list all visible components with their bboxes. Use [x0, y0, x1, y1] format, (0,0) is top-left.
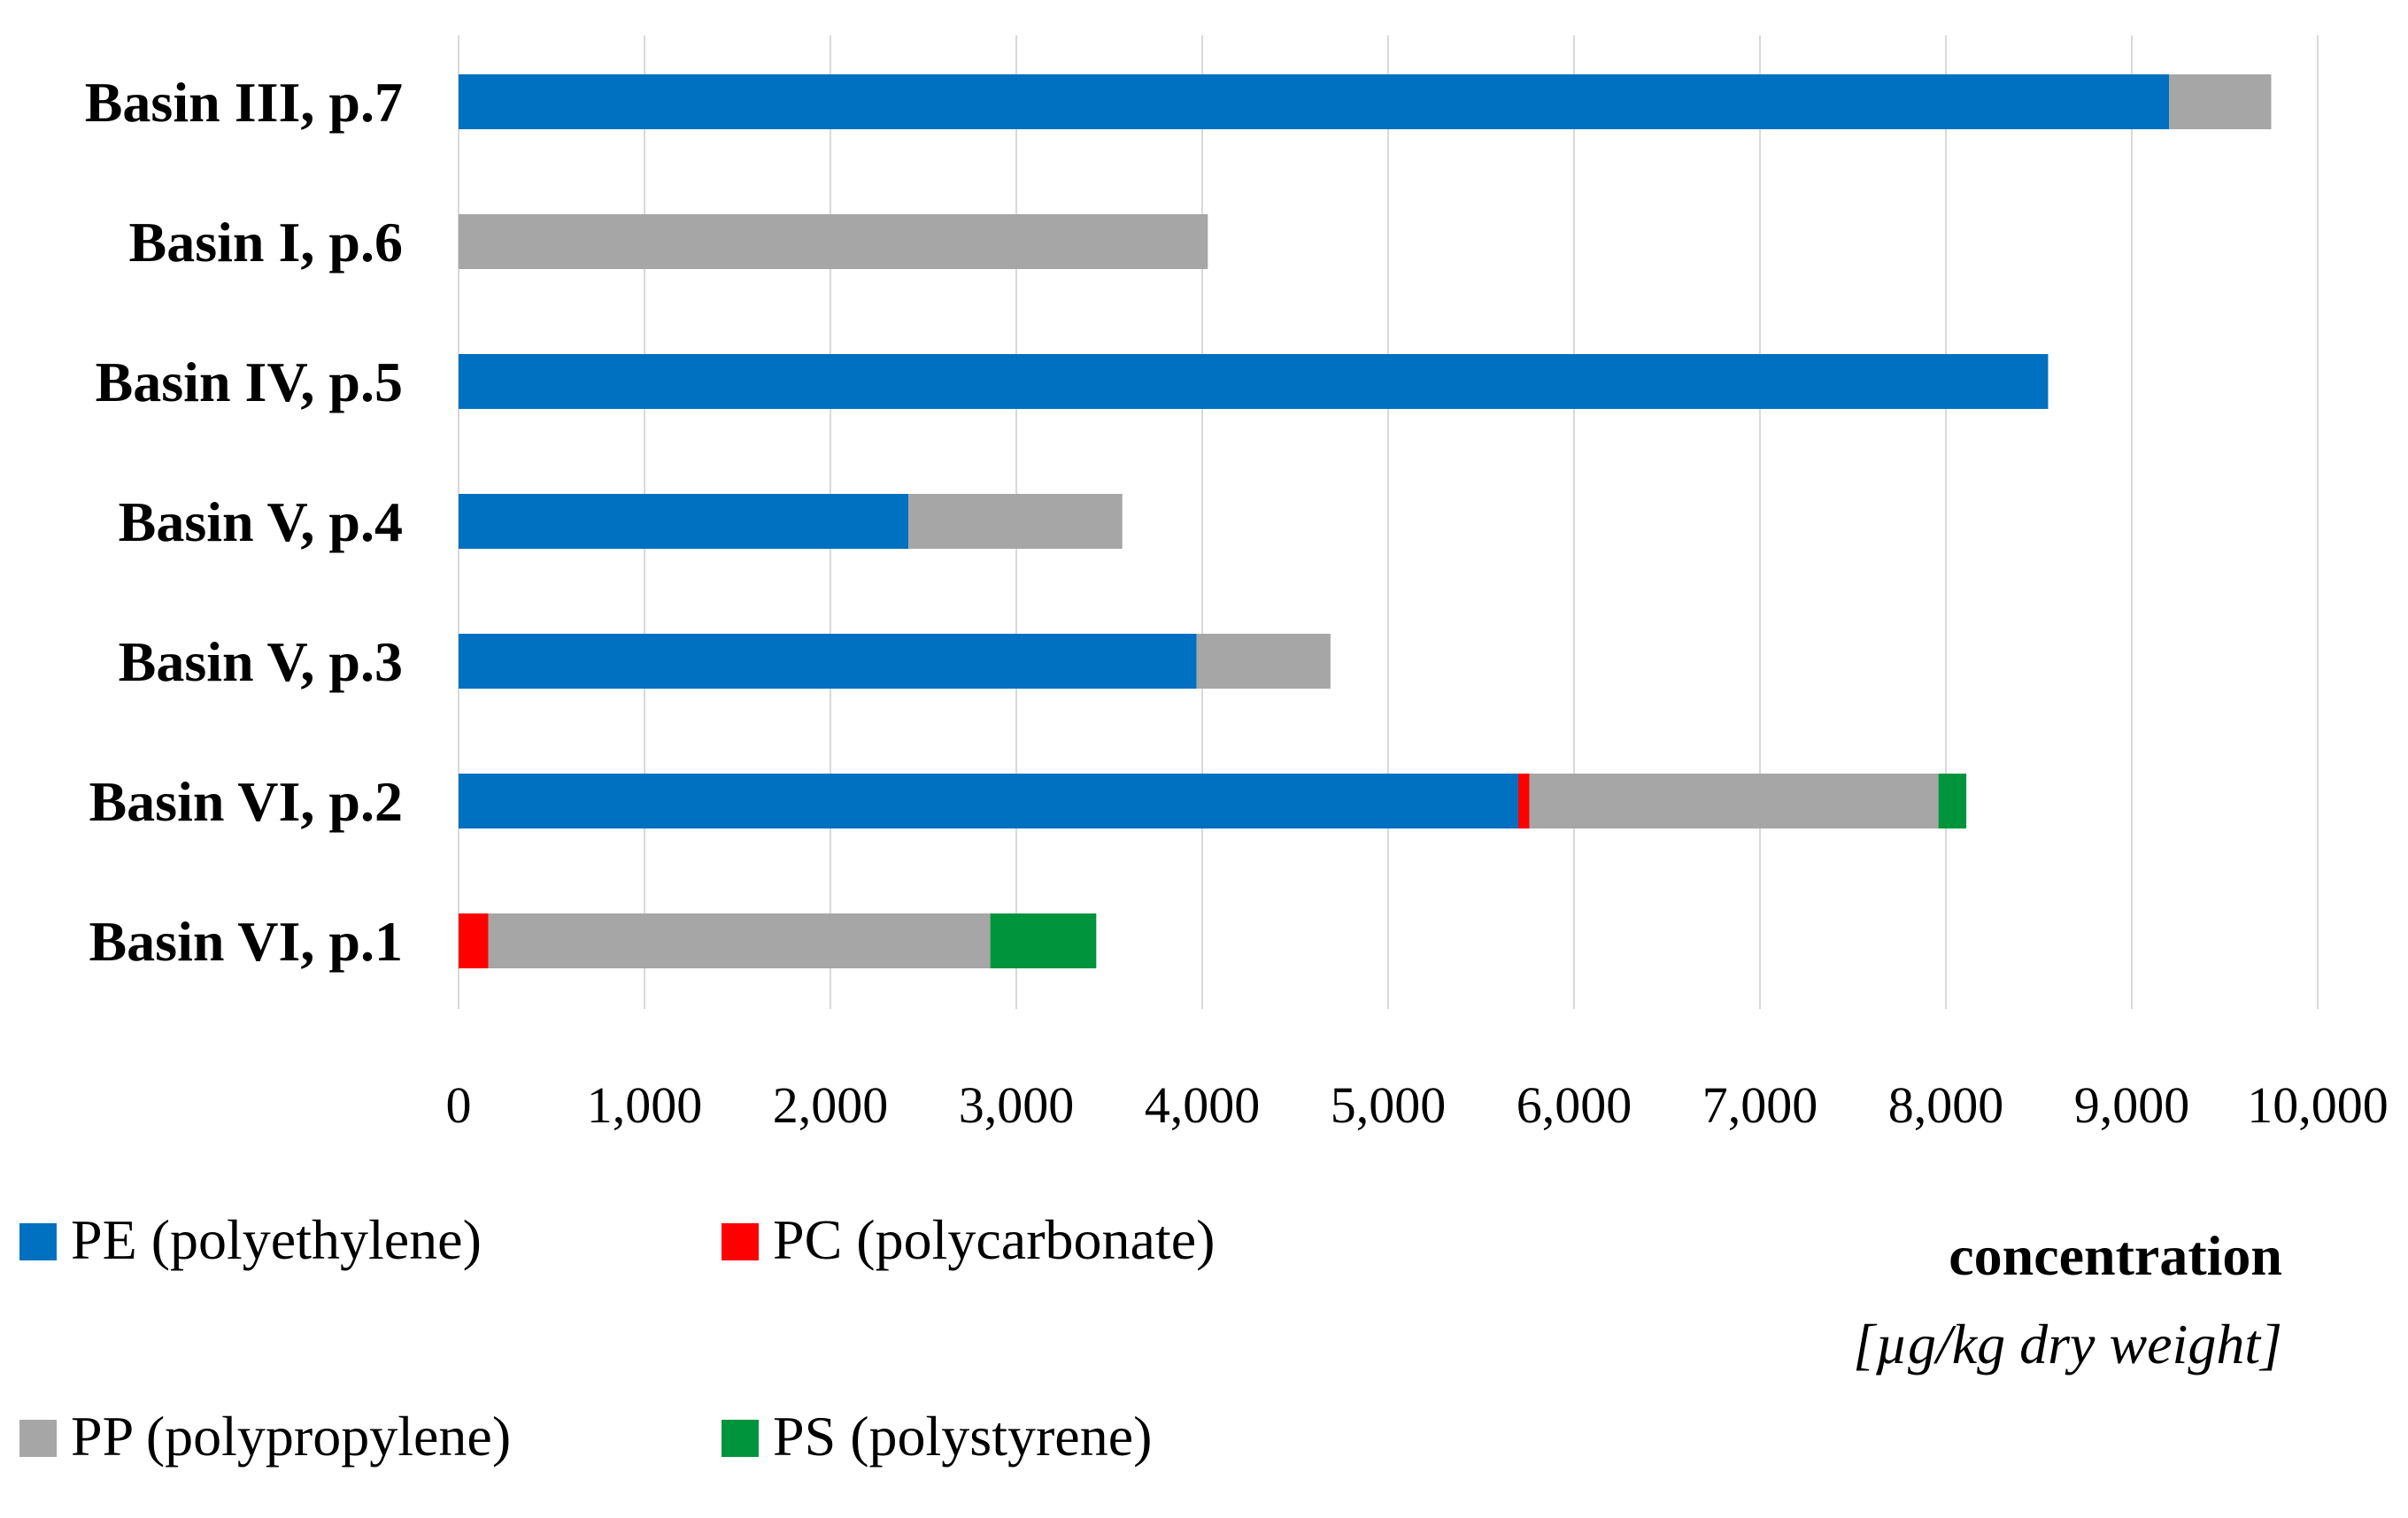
legend-label-1: PC (polycarbonate): [773, 1208, 1215, 1271]
bar-segment-pe-5: [459, 774, 1518, 828]
x-tick-label-5: 5,000: [1331, 1076, 1447, 1134]
category-label-4: Basin V, p.3: [119, 630, 403, 693]
bar-segment-pc-5: [1518, 774, 1530, 828]
bar-segment-pp-6: [488, 913, 991, 968]
category-label-5: Basin VI, p.2: [89, 770, 403, 833]
category-label-0: Basin III, p.7: [85, 71, 403, 134]
x-tick-labels: 0 1,000 2,000 3,000 4,000 5,000 6,000 7,000 8,00…: [446, 1076, 2389, 1134]
legend-swatch-2: [19, 1420, 57, 1457]
legend-label-2: PP (polypropylene): [71, 1405, 511, 1468]
x-tick-label-3: 3,000: [959, 1076, 1075, 1134]
x-tick-label-0: 0: [446, 1076, 472, 1134]
category-label-6: Basin VI, p.1: [89, 910, 403, 973]
x-tick-label-4: 4,000: [1145, 1076, 1261, 1134]
grid-lines: [458, 35, 2319, 1009]
bar-segment-pe-2: [459, 354, 2049, 409]
bar-segment-ps-6: [990, 913, 1097, 968]
bar-segment-pp-5: [1529, 774, 1939, 828]
legend-label-3: PS (polystyrene): [773, 1405, 1152, 1468]
bar-segment-pc-6: [459, 913, 489, 968]
bars: [459, 74, 2272, 968]
x-tick-label-9: 9,000: [2074, 1076, 2190, 1134]
legend: PE (polyethylene) PC (polycarbonate) PP (p…: [19, 1208, 1215, 1468]
bar-segment-pp-1: [459, 214, 1208, 269]
x-tick-label-8: 8,000: [1888, 1076, 2004, 1134]
bar-segment-pe-0: [459, 74, 2169, 129]
legend-swatch-3: [722, 1420, 759, 1457]
x-axis-title-unit: [µg/kg dry weight]: [1853, 1313, 2282, 1375]
legend-swatch-1: [722, 1223, 759, 1260]
x-tick-label-2: 2,000: [773, 1076, 889, 1134]
x-tick-label-1: 1,000: [587, 1076, 703, 1134]
bar-segment-pp-3: [908, 494, 1123, 549]
bar-segment-pp-4: [1196, 634, 1331, 689]
bar-segment-pe-3: [459, 494, 909, 549]
category-label-3: Basin V, p.4: [119, 490, 403, 553]
x-axis-title-main: concentration: [1949, 1224, 2282, 1287]
x-tick-label-6: 6,000: [1517, 1076, 1632, 1134]
bar-segment-pp-0: [2169, 74, 2272, 129]
bar-segment-ps-5: [1938, 774, 1967, 828]
category-label-2: Basin IV, p.5: [96, 351, 403, 413]
x-tick-label-7: 7,000: [1702, 1076, 1818, 1134]
x-tick-label-10: 10,000: [2247, 1076, 2389, 1134]
category-label-1: Basin I, p.6: [129, 211, 403, 274]
bar-segment-pe-4: [459, 634, 1197, 689]
legend-label-0: PE (polyethylene): [71, 1208, 482, 1271]
legend-swatch-0: [19, 1223, 57, 1260]
x-axis-title: concentration [µg/kg dry weight]: [1853, 1224, 2282, 1375]
category-labels: Basin III, p.7 Basin I, p.6 Basin IV, p.5 B…: [85, 71, 403, 973]
